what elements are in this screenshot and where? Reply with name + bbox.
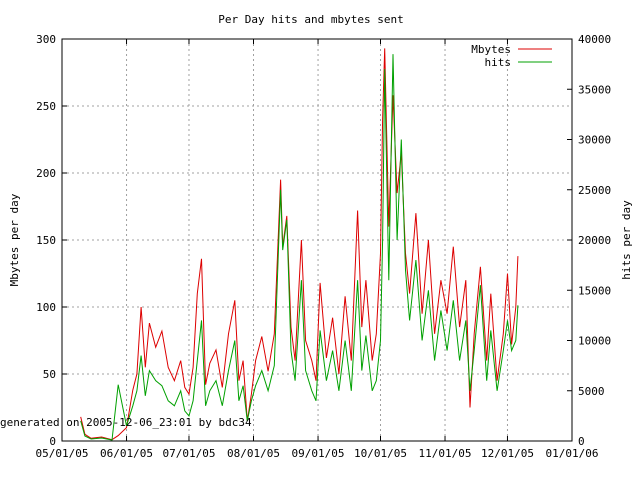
- y2-axis-label: hits per day: [620, 200, 633, 280]
- footer-note: generated on 2005-12-06_23:01 by bdc34: [0, 416, 252, 429]
- x-axis-tick-labels: 05/01/05 06/01/05 07/01/05 08/01/05 09/01/05…: [36, 447, 599, 460]
- x-tick-label: 10/01/05: [354, 447, 407, 460]
- series-line-mbytes: [80, 48, 519, 441]
- legend-label-mbytes: Mbytes: [471, 43, 511, 56]
- legend-label-hits: hits: [485, 56, 512, 69]
- y2-tick-label: 35000: [578, 83, 611, 96]
- x-tick-label: 08/01/05: [227, 447, 280, 460]
- chart-title: Per Day hits and mbytes sent: [218, 13, 403, 26]
- series-line-hits: [80, 54, 519, 441]
- y-axis-label: Mbytes per day: [8, 193, 21, 286]
- y-tick-label: 250: [36, 100, 56, 113]
- x-tick-label: 01/01/06: [546, 447, 599, 460]
- x-tick-label: 06/01/05: [100, 447, 153, 460]
- series-lines: [80, 48, 519, 441]
- y2-tick-label: 15000: [578, 284, 611, 297]
- y2-tick-label: 30000: [578, 134, 611, 147]
- x-tick-label: 11/01/05: [419, 447, 472, 460]
- y2-tick-label: 10000: [578, 335, 611, 348]
- y-tick-label: 50: [43, 368, 56, 381]
- x-tick-label: 12/01/05: [481, 447, 534, 460]
- y2-tick-label: 25000: [578, 184, 611, 197]
- y-tick-label: 200: [36, 167, 56, 180]
- y-axis-tick-labels: 0 50 100 150 200 250 300: [36, 33, 56, 448]
- y2-tick-label: 40000: [578, 33, 611, 46]
- axis-ticks: [61, 38, 573, 442]
- x-tick-label: 07/01/05: [162, 447, 215, 460]
- x-tick-label: 09/01/05: [292, 447, 345, 460]
- y2-tick-label: 20000: [578, 234, 611, 247]
- y-tick-label: 300: [36, 33, 56, 46]
- y-tick-label: 150: [36, 234, 56, 247]
- x-tick-label: 05/01/05: [36, 447, 89, 460]
- y2-tick-label: 0: [578, 435, 585, 448]
- y2-axis-tick-labels: 0 5000 10000 15000 20000 25000 30000 35000 40000: [578, 33, 611, 448]
- y-tick-label: 0: [49, 435, 56, 448]
- y-tick-label: 100: [36, 301, 56, 314]
- y2-tick-label: 5000: [578, 385, 605, 398]
